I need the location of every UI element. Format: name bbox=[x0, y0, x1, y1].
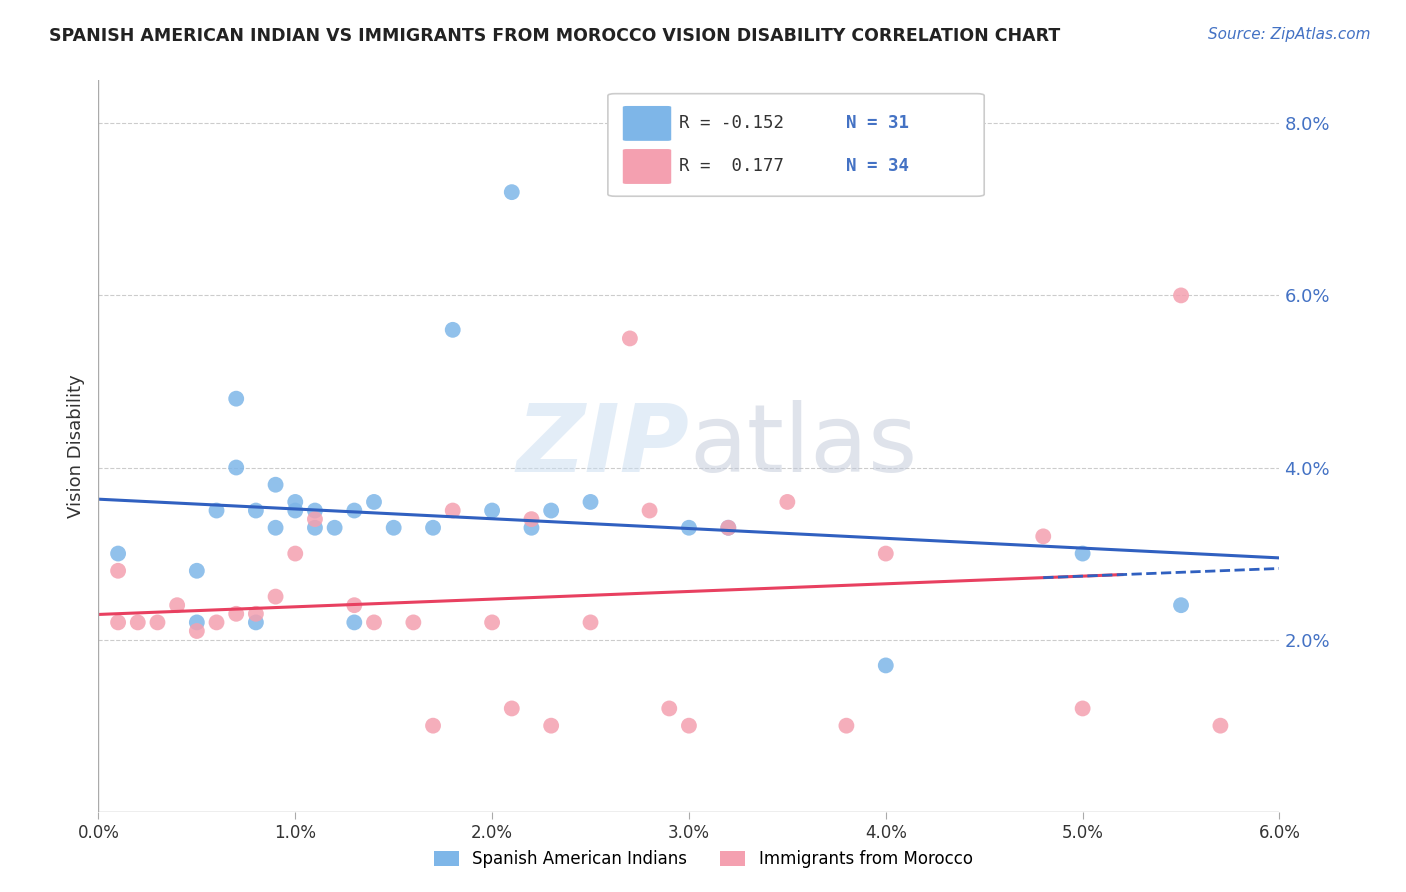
Point bbox=[579, 615, 602, 630]
Text: ZIP: ZIP bbox=[516, 400, 689, 492]
Point bbox=[323, 521, 346, 535]
Point bbox=[441, 503, 464, 517]
Point bbox=[107, 547, 129, 561]
Point bbox=[107, 615, 129, 630]
Point bbox=[304, 521, 326, 535]
Point bbox=[264, 590, 287, 604]
Point bbox=[520, 512, 543, 526]
Point bbox=[422, 521, 444, 535]
Point bbox=[225, 392, 247, 406]
Text: N = 34: N = 34 bbox=[846, 158, 910, 176]
Point bbox=[166, 598, 188, 612]
Point bbox=[264, 521, 287, 535]
Point bbox=[1170, 288, 1192, 302]
Point bbox=[1209, 719, 1232, 733]
Point bbox=[540, 503, 562, 517]
Point bbox=[284, 547, 307, 561]
Point bbox=[186, 615, 208, 630]
Point bbox=[481, 615, 503, 630]
Point bbox=[186, 564, 208, 578]
Point bbox=[304, 512, 326, 526]
Point bbox=[284, 503, 307, 517]
Point bbox=[717, 521, 740, 535]
Point bbox=[678, 719, 700, 733]
Point bbox=[127, 615, 149, 630]
Text: atlas: atlas bbox=[689, 400, 917, 492]
Point bbox=[619, 331, 641, 345]
Point bbox=[225, 607, 247, 621]
Text: R =  0.177: R = 0.177 bbox=[679, 158, 783, 176]
Point bbox=[363, 615, 385, 630]
Point bbox=[205, 503, 228, 517]
Point bbox=[1071, 547, 1094, 561]
Point bbox=[245, 607, 267, 621]
Point bbox=[402, 615, 425, 630]
Point bbox=[107, 564, 129, 578]
Point bbox=[638, 503, 661, 517]
Text: N = 31: N = 31 bbox=[846, 114, 910, 132]
Point bbox=[304, 503, 326, 517]
Point bbox=[501, 701, 523, 715]
Text: SPANISH AMERICAN INDIAN VS IMMIGRANTS FROM MOROCCO VISION DISABILITY CORRELATION: SPANISH AMERICAN INDIAN VS IMMIGRANTS FR… bbox=[49, 27, 1060, 45]
Point bbox=[481, 503, 503, 517]
Point bbox=[1170, 598, 1192, 612]
Point bbox=[678, 521, 700, 535]
Point bbox=[264, 477, 287, 491]
Point bbox=[225, 460, 247, 475]
Point bbox=[363, 495, 385, 509]
Point bbox=[422, 719, 444, 733]
Point bbox=[658, 701, 681, 715]
Point bbox=[875, 658, 897, 673]
FancyBboxPatch shape bbox=[607, 94, 984, 196]
FancyBboxPatch shape bbox=[623, 106, 671, 141]
Point bbox=[343, 615, 366, 630]
Point bbox=[520, 521, 543, 535]
Point bbox=[245, 503, 267, 517]
Point bbox=[441, 323, 464, 337]
Point bbox=[1032, 529, 1054, 543]
Point bbox=[245, 615, 267, 630]
Legend: Spanish American Indians, Immigrants from Morocco: Spanish American Indians, Immigrants fro… bbox=[427, 844, 979, 875]
Point bbox=[343, 503, 366, 517]
Y-axis label: Vision Disability: Vision Disability bbox=[66, 374, 84, 518]
Point bbox=[205, 615, 228, 630]
Point bbox=[146, 615, 169, 630]
Point bbox=[382, 521, 405, 535]
Point bbox=[540, 719, 562, 733]
Point bbox=[1071, 701, 1094, 715]
Point bbox=[186, 624, 208, 638]
Point bbox=[776, 495, 799, 509]
Point bbox=[501, 185, 523, 199]
Text: Source: ZipAtlas.com: Source: ZipAtlas.com bbox=[1208, 27, 1371, 42]
Point bbox=[717, 521, 740, 535]
Point bbox=[579, 495, 602, 509]
Point bbox=[875, 547, 897, 561]
Point bbox=[343, 598, 366, 612]
Text: R = -0.152: R = -0.152 bbox=[679, 114, 783, 132]
Point bbox=[284, 495, 307, 509]
Point bbox=[835, 719, 858, 733]
FancyBboxPatch shape bbox=[623, 149, 671, 184]
